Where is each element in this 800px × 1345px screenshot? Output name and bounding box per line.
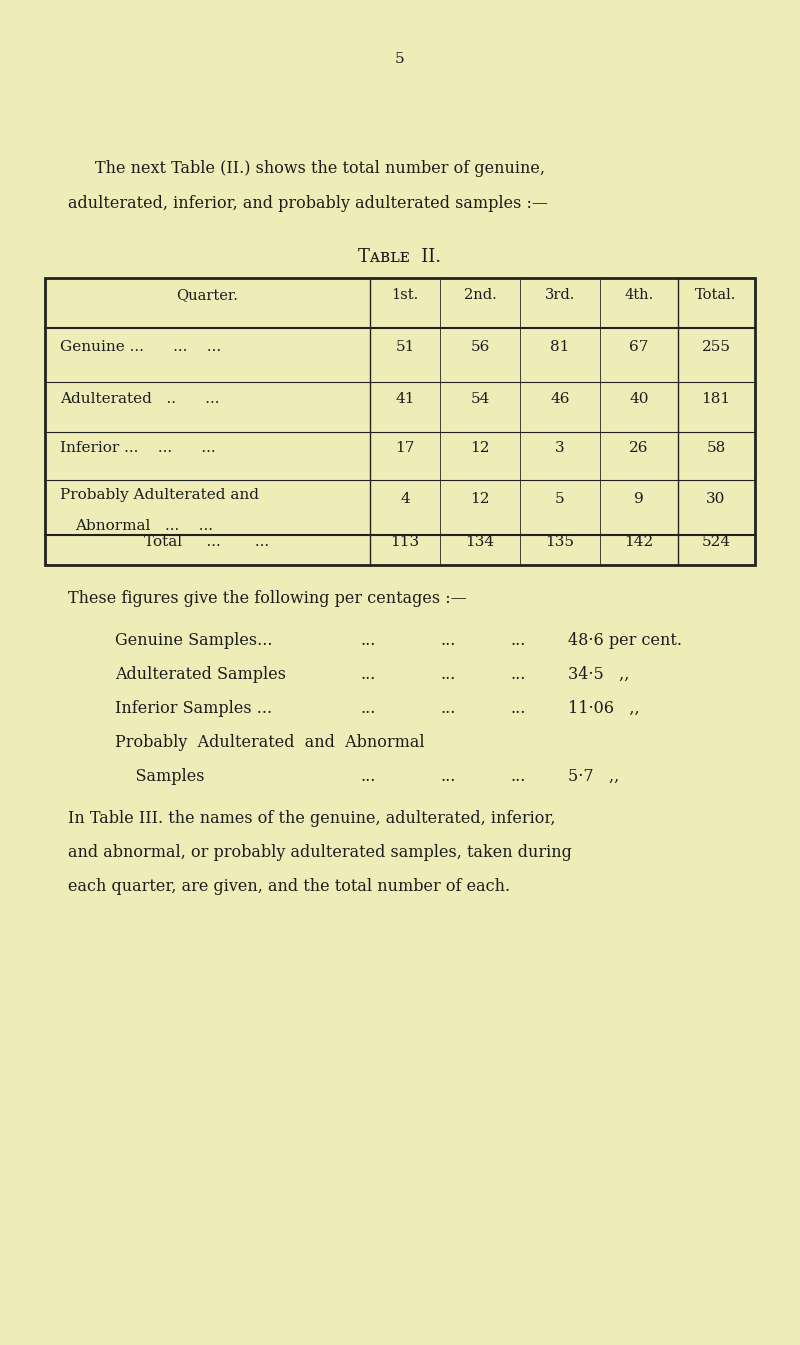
Text: 54: 54 (470, 391, 490, 406)
Text: 3: 3 (555, 441, 565, 455)
Text: 12: 12 (470, 492, 490, 506)
Text: 5: 5 (555, 492, 565, 506)
Text: 113: 113 (390, 535, 419, 549)
Text: and abnormal, or probably adulterated samples, taken during: and abnormal, or probably adulterated sa… (68, 845, 572, 861)
Text: Genuine Samples...: Genuine Samples... (115, 632, 273, 650)
Text: Inferior ...    ...      ...: Inferior ... ... ... (60, 441, 216, 455)
Bar (45, 278, 755, 565)
Text: 26: 26 (630, 441, 649, 455)
Text: ...: ... (360, 666, 375, 683)
Text: ...: ... (510, 632, 526, 650)
Text: Samples: Samples (115, 768, 205, 785)
Text: 46: 46 (550, 391, 570, 406)
Text: 12: 12 (470, 441, 490, 455)
Text: ...: ... (510, 768, 526, 785)
Text: The next Table (II.) shows the total number of genuine,: The next Table (II.) shows the total num… (95, 160, 545, 178)
Text: ...: ... (440, 699, 455, 717)
Text: Probably  Adulterated  and  Abnormal: Probably Adulterated and Abnormal (115, 734, 425, 751)
Text: 142: 142 (624, 535, 654, 549)
Text: 58: 58 (706, 441, 726, 455)
Text: 255: 255 (702, 340, 730, 354)
Text: ...: ... (510, 666, 526, 683)
Text: 34·5   ,,: 34·5 ,, (568, 666, 630, 683)
Text: Adulterated   ..      ...: Adulterated .. ... (60, 391, 219, 406)
Text: 4th.: 4th. (624, 288, 654, 303)
Text: 67: 67 (630, 340, 649, 354)
Text: 30: 30 (706, 492, 726, 506)
Text: Total.: Total. (695, 288, 737, 303)
Text: ...: ... (440, 632, 455, 650)
Text: 134: 134 (466, 535, 494, 549)
Text: 5: 5 (395, 52, 405, 66)
Text: 5·7   ,,: 5·7 ,, (568, 768, 619, 785)
Text: ...: ... (440, 768, 455, 785)
Text: Quarter.: Quarter. (176, 288, 238, 303)
Text: 48·6 per cent.: 48·6 per cent. (568, 632, 682, 650)
Text: These figures give the following per centages :—: These figures give the following per cen… (68, 590, 466, 607)
Text: Probably Adulterated and: Probably Adulterated and (60, 488, 259, 502)
Text: 56: 56 (470, 340, 490, 354)
Text: Total     ...       ...: Total ... ... (145, 535, 270, 549)
Text: 81: 81 (550, 340, 570, 354)
Text: 4: 4 (400, 492, 410, 506)
Text: 2nd.: 2nd. (464, 288, 496, 303)
Text: 17: 17 (395, 441, 414, 455)
Text: 41: 41 (395, 391, 414, 406)
Text: ...: ... (360, 699, 375, 717)
Text: ...: ... (440, 666, 455, 683)
Text: Abnormal   ...    ...: Abnormal ... ... (75, 519, 213, 533)
Text: Genuine ...      ...    ...: Genuine ... ... ... (60, 340, 221, 354)
Text: adulterated, inferior, and probably adulterated samples :—: adulterated, inferior, and probably adul… (68, 195, 548, 213)
Text: 181: 181 (702, 391, 730, 406)
Text: 11·06   ,,: 11·06 ,, (568, 699, 640, 717)
Text: 1st.: 1st. (391, 288, 418, 303)
Text: Inferior Samples ...: Inferior Samples ... (115, 699, 272, 717)
Text: 135: 135 (546, 535, 574, 549)
Text: 51: 51 (395, 340, 414, 354)
Text: ...: ... (360, 632, 375, 650)
Text: 9: 9 (634, 492, 644, 506)
Text: ...: ... (360, 768, 375, 785)
Text: Adulterated Samples: Adulterated Samples (115, 666, 286, 683)
Text: In Table III. the names of the genuine, adulterated, inferior,: In Table III. the names of the genuine, … (68, 810, 555, 827)
Text: ...: ... (510, 699, 526, 717)
Text: Tᴀʙʟᴇ  II.: Tᴀʙʟᴇ II. (358, 247, 442, 266)
Text: 40: 40 (630, 391, 649, 406)
Text: 3rd.: 3rd. (545, 288, 575, 303)
Text: each quarter, are given, and the total number of each.: each quarter, are given, and the total n… (68, 878, 510, 894)
Text: 524: 524 (702, 535, 730, 549)
